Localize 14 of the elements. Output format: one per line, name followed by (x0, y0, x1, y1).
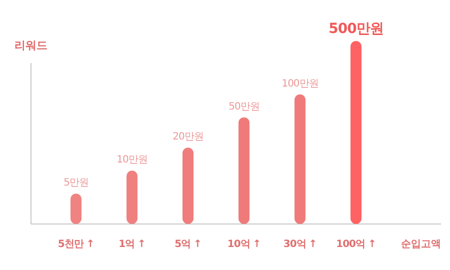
data-label: 10만원 (116, 154, 148, 166)
x-tick-label: 5천만 ↑ (58, 239, 94, 250)
data-label: 50만원 (228, 101, 260, 112)
data-label: 100만원 (282, 78, 318, 90)
data-label: 20만원 (172, 132, 204, 143)
x-tick-label: 1억 ↑ (118, 239, 146, 250)
x-axis-title: 순입고액 (401, 239, 441, 250)
x-tick-label: 10억 ↑ (227, 239, 261, 250)
x-tick-label: 5억 ↑ (174, 239, 202, 250)
x-tick-label: 100억 ↑ (336, 239, 376, 250)
data-label: 5만원 (64, 178, 88, 189)
x-tick-label: 30억 ↑ (283, 239, 317, 250)
data-label: 500만원 (328, 21, 384, 37)
y-axis-title: 리워드 (14, 39, 48, 52)
